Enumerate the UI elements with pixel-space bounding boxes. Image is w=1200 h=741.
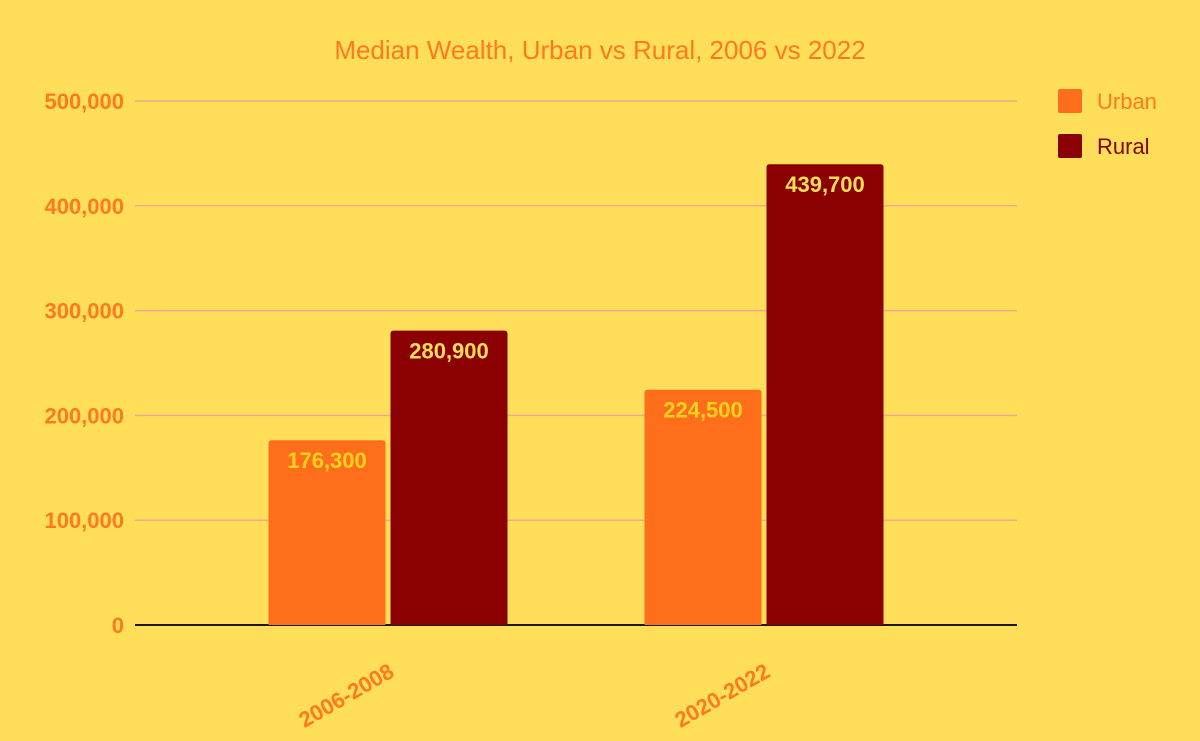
y-tick-label: 0 — [112, 613, 124, 638]
x-tick-label: 2020-2022 — [670, 658, 774, 732]
bar-rural-2020-2022 — [766, 164, 884, 625]
bar-rural-2006-2008 — [390, 330, 508, 625]
bars — [268, 164, 884, 625]
y-tick-label: 400,000 — [44, 194, 124, 219]
data-label-urban: 176,300 — [287, 448, 367, 473]
legend: Urban Rural — [1058, 89, 1157, 159]
legend-label-rural: Rural — [1097, 134, 1150, 159]
chart-title: Median Wealth, Urban vs Rural, 2006 vs 2… — [334, 35, 865, 65]
y-tick-label: 200,000 — [44, 403, 124, 428]
y-tick-label: 300,000 — [44, 299, 124, 324]
legend-swatch-rural — [1058, 134, 1082, 158]
x-axis-ticks: 2006-2008 2020-2022 — [294, 658, 774, 732]
y-axis-ticks: 0 100,000 200,000 300,000 400,000 500,000 — [44, 89, 124, 638]
x-tick-label: 2006-2008 — [294, 658, 398, 732]
data-label-urban: 224,500 — [663, 398, 743, 423]
legend-label-urban: Urban — [1097, 89, 1157, 114]
bar-urban-2006-2008 — [268, 440, 386, 625]
bar-urban-2020-2022 — [644, 389, 762, 625]
legend-swatch-urban — [1058, 89, 1082, 113]
data-labels: 176,300 280,900 224,500 439,700 — [287, 172, 865, 473]
y-tick-label: 500,000 — [44, 89, 124, 114]
gridlines — [135, 100, 1017, 626]
y-tick-label: 100,000 — [44, 508, 124, 533]
data-label-rural: 439,700 — [785, 172, 865, 197]
data-label-rural: 280,900 — [409, 339, 489, 364]
